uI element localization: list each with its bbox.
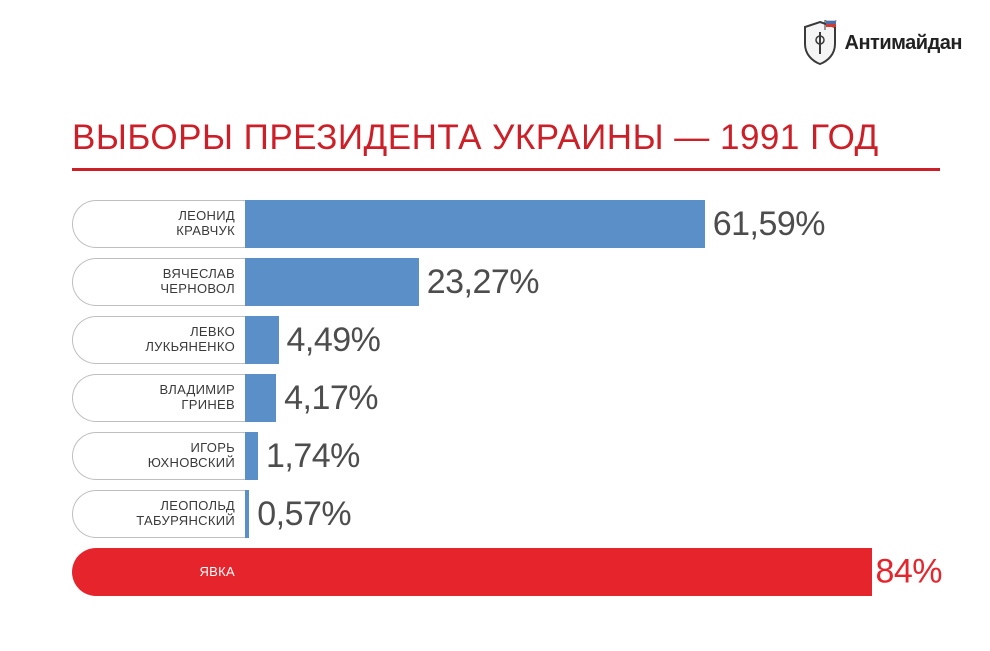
label-line-1: ЛЕОНИД	[178, 209, 235, 224]
bar-track: 23,27%	[245, 258, 942, 306]
bar-row: ВЛАДИМИР ГРИНЕВ 4,17%	[72, 374, 942, 422]
chart-title: ВЫБОРЫ ПРЕЗИДЕНТА УКРАИНЫ — 1991 ГОД	[72, 118, 940, 158]
candidate-label: ВЛАДИМИР ГРИНЕВ	[72, 374, 245, 422]
bar	[245, 490, 249, 538]
bar-row-turnout: ЯВКА 84%	[72, 548, 942, 596]
label-line-1: ВЯЧЕСЛАВ	[163, 267, 235, 282]
label-line-1: ЛЕВКО	[190, 325, 235, 340]
turnout-label: ЯВКА	[72, 548, 245, 596]
title-rule	[72, 168, 940, 171]
bar-row: ИГОРЬ ЮХНОВСКИЙ 1,74%	[72, 432, 942, 480]
bar-value: 4,49%	[287, 321, 381, 360]
label-line-2: ТАБУРЯНСКИЙ	[136, 514, 235, 529]
bar-value: 0,57%	[257, 495, 351, 534]
candidate-label: ВЯЧЕСЛАВ ЧЕРНОВОЛ	[72, 258, 245, 306]
bar-track: 0,57%	[245, 490, 942, 538]
bar-track: 1,74%	[245, 432, 942, 480]
bar-track: 4,49%	[245, 316, 942, 364]
bar-track: 61,59%	[245, 200, 942, 248]
bar-row: ЛЕВКО ЛУКЬЯНЕНКО 4,49%	[72, 316, 942, 364]
bar-value: 1,74%	[266, 437, 360, 476]
shield-icon	[801, 20, 839, 66]
election-bar-chart: ЛЕОНИД КРАВЧУК 61,59% ВЯЧЕСЛАВ ЧЕРНОВОЛ …	[72, 200, 942, 606]
bar	[245, 432, 258, 480]
brand-logo: Антимайдан	[801, 20, 962, 66]
label-line-1: ВЛАДИМИР	[159, 383, 235, 398]
candidate-label: ЛЕОНИД КРАВЧУК	[72, 200, 245, 248]
bar	[245, 316, 279, 364]
label-line-1: ЛЕОПОЛЬД	[160, 499, 235, 514]
brand-name: Антимайдан	[845, 32, 962, 55]
label-line-2: КРАВЧУК	[176, 224, 235, 239]
bar-row: ЛЕОНИД КРАВЧУК 61,59%	[72, 200, 942, 248]
label-line-2: ЧЕРНОВОЛ	[160, 282, 235, 297]
bar	[245, 374, 276, 422]
bar-track: 84%	[245, 548, 942, 596]
label-line-1: ЯВКА	[199, 565, 235, 580]
label-line-2: ГРИНЕВ	[181, 398, 235, 413]
candidate-label: ИГОРЬ ЮХНОВСКИЙ	[72, 432, 245, 480]
bar-value: 4,17%	[284, 379, 378, 418]
chart-heading: ВЫБОРЫ ПРЕЗИДЕНТА УКРАИНЫ — 1991 ГОД	[72, 118, 940, 171]
bar	[245, 258, 419, 306]
bar-row: ВЯЧЕСЛАВ ЧЕРНОВОЛ 23,27%	[72, 258, 942, 306]
bar-turnout	[245, 548, 872, 596]
bar-value: 23,27%	[427, 263, 539, 302]
bar	[245, 200, 705, 248]
label-line-1: ИГОРЬ	[191, 441, 235, 456]
candidate-label: ЛЕОПОЛЬД ТАБУРЯНСКИЙ	[72, 490, 245, 538]
bar-row: ЛЕОПОЛЬД ТАБУРЯНСКИЙ 0,57%	[72, 490, 942, 538]
bar-track: 4,17%	[245, 374, 942, 422]
candidate-label: ЛЕВКО ЛУКЬЯНЕНКО	[72, 316, 245, 364]
bar-value-turnout: 84%	[875, 553, 942, 592]
label-line-2: ЛУКЬЯНЕНКО	[145, 340, 235, 355]
label-line-2: ЮХНОВСКИЙ	[148, 456, 235, 471]
bar-value: 61,59%	[713, 205, 825, 244]
